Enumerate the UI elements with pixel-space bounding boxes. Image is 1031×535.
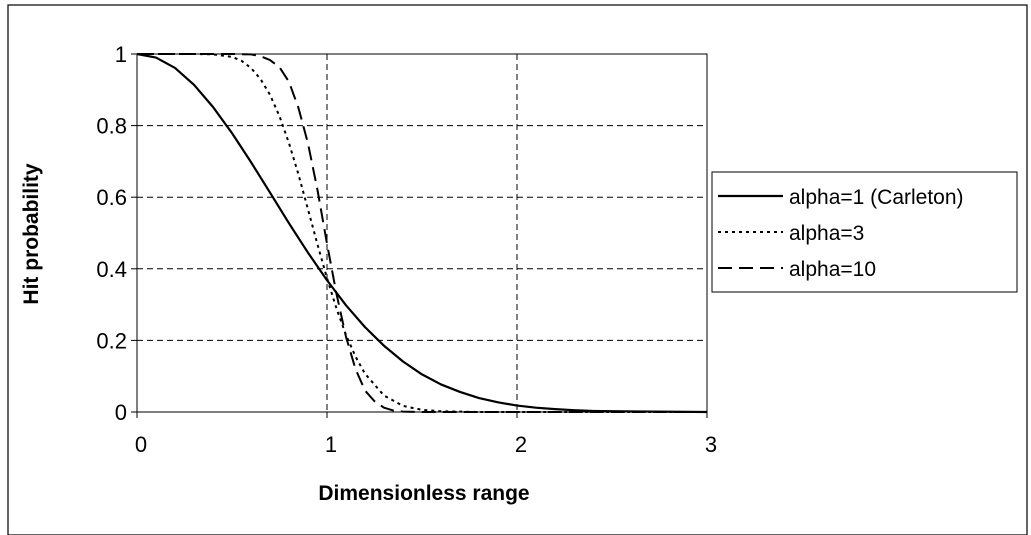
series-line-1 [136, 52, 708, 414]
y-axis-title: Hit probability [20, 163, 43, 304]
legend-items: alpha=1 (Carleton) alpha=3 alpha=10 [718, 186, 964, 281]
y-tick-label: 0 [115, 400, 127, 425]
y-tick-label: 0.8 [96, 114, 127, 139]
series-line-3 [137, 53, 707, 413]
x-tick-label: 1 [325, 432, 337, 457]
y-tick-label: 1 [115, 42, 127, 67]
x-axis-title: Dimensionless range [318, 482, 529, 505]
series-layer [136, 52, 708, 414]
x-tick-label: 2 [515, 432, 527, 457]
legend: alpha=1 (Carleton) alpha=3 alpha=10 [711, 171, 1018, 293]
plot-area [136, 53, 708, 413]
y-tick-label: 0.6 [96, 185, 127, 210]
legend-label-2: alpha=3 [789, 222, 864, 245]
x-tick-label: 0 [135, 432, 147, 457]
legend-label-1: alpha=1 (Carleton) [789, 186, 964, 209]
legend-label-3: alpha=10 [789, 258, 876, 281]
gridlines [137, 54, 707, 412]
tick-labels: 0 0.2 0.4 0.6 0.8 1 0 1 2 3 [96, 42, 717, 457]
x-tick-label: 3 [705, 432, 717, 457]
y-tick-label: 0.4 [96, 257, 127, 282]
y-tick-label: 0.2 [96, 328, 127, 353]
